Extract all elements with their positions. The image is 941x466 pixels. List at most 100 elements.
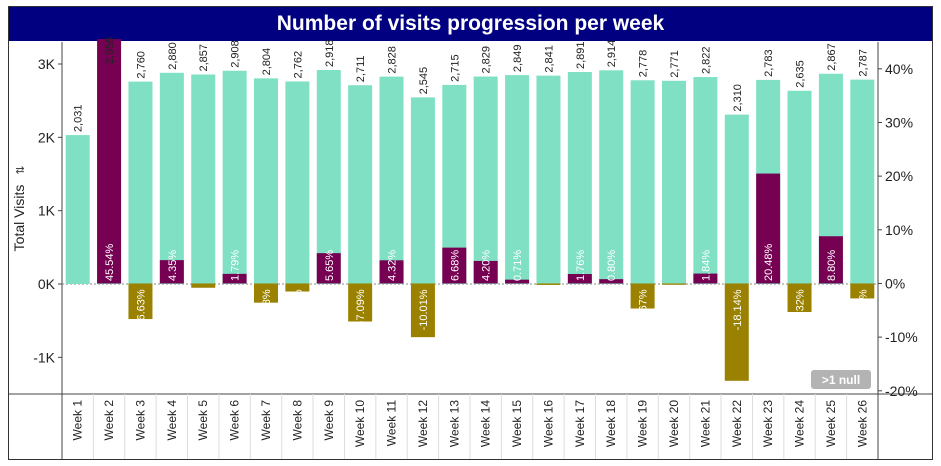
left-tick-label: 2K	[38, 129, 56, 145]
right-tick-label: 0%	[885, 275, 905, 291]
progression-bar	[818, 236, 843, 284]
progression-bar	[536, 283, 561, 285]
null-badge	[811, 370, 871, 389]
visits-bar	[850, 79, 875, 285]
visits-bar	[599, 70, 624, 284]
visits-bar	[473, 76, 498, 284]
progression-value-label: -6.63%	[135, 289, 147, 324]
category-label: Week 12	[416, 400, 430, 447]
visits-bar	[410, 97, 435, 284]
progression-bar	[442, 247, 467, 284]
category-label: Week 13	[447, 400, 461, 447]
progression-bar	[599, 279, 624, 284]
visits-bar	[787, 90, 812, 285]
visits-value-label: 2,778	[638, 50, 650, 78]
category-label: Week 18	[604, 400, 618, 447]
visits-bar	[316, 70, 341, 284]
progression-bar	[254, 283, 278, 303]
progression-value-label: 6.68%	[449, 250, 461, 281]
visits-bar	[662, 80, 686, 284]
category-label: Week 20	[667, 400, 681, 447]
visits-value-label: 2,956	[104, 37, 116, 65]
left-tick-label: -1K	[33, 349, 55, 365]
left-tick-label: 0K	[38, 276, 56, 292]
chart-title: Number of visits progression per week	[9, 7, 932, 41]
category-label: Week 24	[793, 400, 807, 447]
category-label: Week 9	[322, 400, 336, 441]
visits-value-label: 2,880	[167, 42, 179, 70]
category-label: Week 2	[102, 400, 116, 441]
visits-value-label: 2,914	[606, 40, 618, 68]
category-label: Week 3	[133, 400, 147, 441]
visits-bar	[693, 77, 718, 284]
progression-bar	[693, 273, 718, 284]
visits-value-label: 2,545	[418, 67, 430, 95]
category-label: Week 22	[730, 400, 744, 447]
progression-value-label: 4.32%	[387, 250, 399, 281]
visits-value-label: 2,841	[543, 45, 555, 73]
category-label: Week 4	[165, 400, 179, 441]
progression-value-label: 1.79%	[230, 250, 242, 281]
progression-bar	[348, 283, 373, 322]
progression-value-label: -2.79%	[857, 289, 869, 324]
visits-value-label: 2,867	[826, 43, 838, 71]
category-label: Week 6	[228, 400, 242, 441]
right-tick-label: -20%	[885, 383, 918, 399]
progression-value-label: -18.14%	[732, 289, 744, 330]
right-tick-label: 40%	[885, 61, 913, 77]
progression-bar	[191, 283, 216, 288]
progression-value-label: -3.58%	[261, 289, 273, 324]
category-label: Week 26	[855, 400, 869, 447]
visits-value-label: 2,804	[261, 48, 273, 76]
right-tick-label: 10%	[885, 222, 913, 238]
progression-bar	[379, 260, 404, 284]
category-label: Week 7	[259, 400, 273, 441]
visits-value-label: 2,829	[481, 46, 493, 74]
category-label: Week 11	[385, 400, 399, 447]
progression-bar	[159, 260, 184, 284]
progression-bar	[222, 273, 247, 284]
progression-bar	[662, 283, 686, 285]
progression-value-label: 0.80%	[606, 250, 618, 281]
progression-bar	[756, 173, 781, 284]
visits-value-label: 2,635	[795, 60, 807, 88]
visits-bar	[630, 80, 655, 284]
category-label: Week 23	[761, 400, 775, 447]
right-tick-label: 20%	[885, 168, 913, 184]
y-axis-title: Total Visits	[11, 185, 27, 252]
sort-icon: ⇅	[14, 165, 27, 174]
progression-bar	[128, 283, 153, 320]
progression-bar	[724, 283, 749, 381]
category-label: Week 8	[290, 400, 304, 441]
progression-bar	[285, 283, 310, 292]
right-tick-label: 30%	[885, 114, 913, 130]
progression-bar	[787, 283, 812, 313]
visits-value-label: 2,908	[230, 40, 242, 68]
visits-value-label: 2,760	[135, 51, 147, 79]
category-label: Week 1	[71, 400, 85, 441]
category-label: Week 10	[353, 400, 367, 447]
visits-value-label: 2,918	[324, 39, 336, 67]
progression-bar	[567, 274, 592, 284]
visits-value-label: 2,891	[575, 41, 587, 69]
category-label: Week 21	[698, 400, 712, 447]
category-label: Week 25	[824, 400, 838, 447]
progression-value-label: -10.01%	[418, 289, 430, 330]
progression-bar	[630, 283, 655, 309]
visits-bar	[536, 75, 561, 284]
progression-bar	[473, 260, 498, 284]
progression-bar	[505, 279, 530, 284]
category-label: Week 16	[541, 400, 555, 447]
visits-value-label: 2,715	[449, 54, 461, 82]
progression-value-label: -1.50%	[292, 289, 304, 324]
visits-bar	[567, 71, 592, 284]
progression-bar	[97, 39, 122, 284]
visits-value-label: 2,771	[669, 50, 681, 78]
progression-value-label: -4.67%	[638, 289, 650, 324]
left-tick-label: 1K	[38, 203, 56, 219]
progression-value-label: 5.65%	[324, 250, 336, 281]
right-tick-label: -10%	[885, 329, 918, 345]
progression-value-label: 0.71%	[512, 250, 524, 281]
progression-value-label: 8.80%	[826, 250, 838, 281]
visits-value-label: 2,310	[732, 84, 744, 112]
